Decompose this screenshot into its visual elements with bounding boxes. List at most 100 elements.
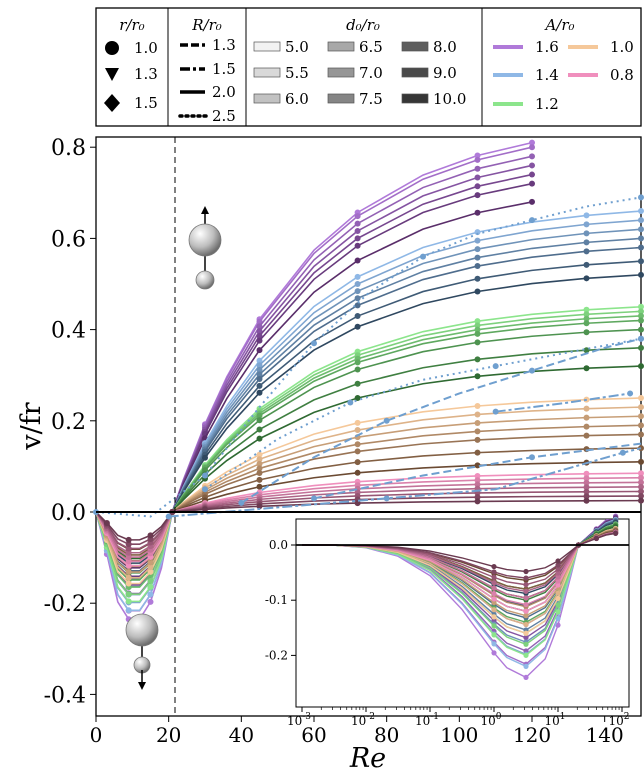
inset-point-43 (523, 663, 529, 669)
point-1.0-3-13 (354, 441, 361, 448)
point-1.4-3-11 (256, 371, 263, 378)
point-1.2-1-3 (125, 591, 132, 598)
x-tick-label-7: 140 (586, 723, 624, 747)
point-1.6-3-15 (474, 174, 481, 181)
swimmer-down-icon (125, 613, 159, 690)
inset-point-186 (491, 580, 497, 586)
point-1.4-2-17 (583, 230, 590, 237)
point-1.2-0-3 (125, 598, 132, 605)
point-1.2-6-13 (354, 394, 361, 401)
inset-y-tick-label-2: -0.2 (265, 648, 288, 662)
dashed_series-0 (240, 337, 642, 504)
point-1.6-1-11 (256, 318, 263, 325)
legend-marker-triangle (105, 68, 119, 81)
legend-d-label-8: 10.0 (433, 90, 466, 108)
legend-d-label-4: 7.0 (359, 64, 383, 82)
inset-point-85 (523, 652, 529, 658)
point-1.2-3-11 (256, 412, 263, 419)
point-1.2-6-15 (474, 373, 481, 380)
dotted_series-point-0-6 (420, 253, 426, 260)
dashed_series-point-0-4 (529, 367, 535, 374)
dashed_series-point-1-2 (529, 454, 535, 461)
point-1.4-2-18 (638, 226, 644, 233)
point-0.8-4-18 (638, 488, 644, 495)
point-0.8-1-17 (583, 475, 590, 482)
point-1.0-5-11 (256, 476, 263, 483)
inset-point-181 (523, 595, 529, 601)
point-1.4-5-11 (256, 382, 263, 389)
dotted_series-point-0-4 (311, 340, 317, 347)
inset-point-194 (555, 566, 561, 572)
point-1.4-4-11 (256, 375, 263, 382)
point-1.4-2-15 (474, 246, 481, 253)
point-1.6-2-13 (354, 220, 361, 227)
legend-d-swatch-7 (401, 67, 429, 78)
inset-point-192 (491, 574, 497, 580)
point-1.6-6-15 (474, 209, 481, 216)
inset-point-19 (523, 635, 529, 641)
point-1.4-5-18 (638, 258, 644, 265)
point-1.4-4-13 (354, 302, 361, 309)
legend-d-swatch-3 (327, 41, 355, 52)
legend-marker-diamond (104, 94, 120, 112)
inset-plot: 10-3 10-2 10-1 100 101 102 0.0 -0.1 -0.2 (265, 513, 630, 728)
inset-x-tick-label-1: 10-2 (351, 712, 375, 728)
point-0.8-5-15 (474, 494, 481, 501)
inset-point-206 (555, 558, 561, 564)
point-1.4-0-17 (583, 212, 590, 219)
point-1.4-5-15 (474, 275, 481, 282)
dashdot_series-1 (495, 392, 631, 413)
point-0.8-2-17 (583, 479, 590, 486)
point-1.4-5-17 (583, 261, 590, 268)
x-axis-label: Re (349, 743, 386, 774)
y-tick-label-2: 0.0 (51, 501, 86, 526)
y-tick-label-1: -0.2 (44, 592, 86, 617)
point-1.6-0-16 (529, 139, 535, 146)
dashed_series-point-0-6 (638, 335, 644, 342)
inset-x-tick-label-3: 100 (480, 712, 501, 728)
legend-d-swatch-2 (253, 93, 281, 104)
point-1.4-6-11 (256, 389, 263, 396)
dashdot_series-point-1-2 (627, 390, 634, 397)
dotted_series-point-1-0 (202, 486, 208, 493)
point-0.8-3-3 (125, 549, 132, 556)
point-1.4-3-15 (474, 254, 481, 261)
inset-point-169 (523, 608, 529, 614)
inset-point-1 (523, 674, 529, 681)
legend-d-swatch-8 (401, 93, 429, 104)
point-1.4-0-15 (474, 229, 481, 236)
swimmer-up-icon (188, 206, 222, 290)
point-1.2-6-17 (583, 365, 590, 372)
point-0.8-6-1 (103, 519, 110, 526)
point-0.8-6-17 (583, 497, 590, 504)
legend-d-label-5: 7.5 (359, 90, 383, 108)
point-1.0-1-13 (354, 427, 361, 434)
point-1.0-3-11 (256, 465, 263, 472)
point-1.2-1-17 (583, 311, 590, 318)
dotted_series-point-0-8 (529, 217, 535, 224)
x-tick-label-1: 20 (156, 723, 181, 747)
inset-point-198 (491, 569, 497, 575)
point-1.4-5-13 (354, 313, 361, 320)
point-1.4-2-13 (354, 288, 361, 295)
point-1.0-6-11 (256, 483, 263, 490)
point-0.8-0-15 (474, 472, 481, 479)
inset-point-44 (555, 615, 561, 622)
inset-point-187 (523, 588, 529, 594)
dotted_series-point-1-4 (492, 363, 499, 370)
point-1.0-2-18 (638, 413, 644, 420)
point-1.6-3-16 (529, 162, 535, 169)
point-1.0-1-5 (147, 564, 154, 571)
point-1.0-0-15 (474, 402, 481, 409)
point-0.8-1-3 (125, 558, 132, 565)
inset-x-tick-label-5: 102 (608, 712, 629, 728)
point-1.6-2-16 (529, 153, 535, 160)
point-0.8-6-15 (474, 498, 481, 505)
legend: r/r₀ 1.0 1.3 1.5 R/r₀ 1.3 1.5 2.0 2.5 d₀… (95, 7, 642, 127)
point-1.2-5-11 (256, 426, 263, 433)
point-1.4-1-17 (583, 221, 590, 228)
inset-point-133 (523, 621, 529, 628)
point-0.8-1-15 (474, 477, 481, 484)
point-1.4-0-11 (256, 357, 263, 364)
